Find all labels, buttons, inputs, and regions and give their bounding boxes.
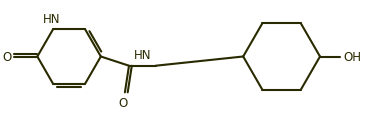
Text: OH: OH <box>343 51 361 63</box>
Text: O: O <box>118 96 127 109</box>
Text: HN: HN <box>42 13 60 26</box>
Text: O: O <box>2 51 11 63</box>
Text: HN: HN <box>134 48 151 61</box>
